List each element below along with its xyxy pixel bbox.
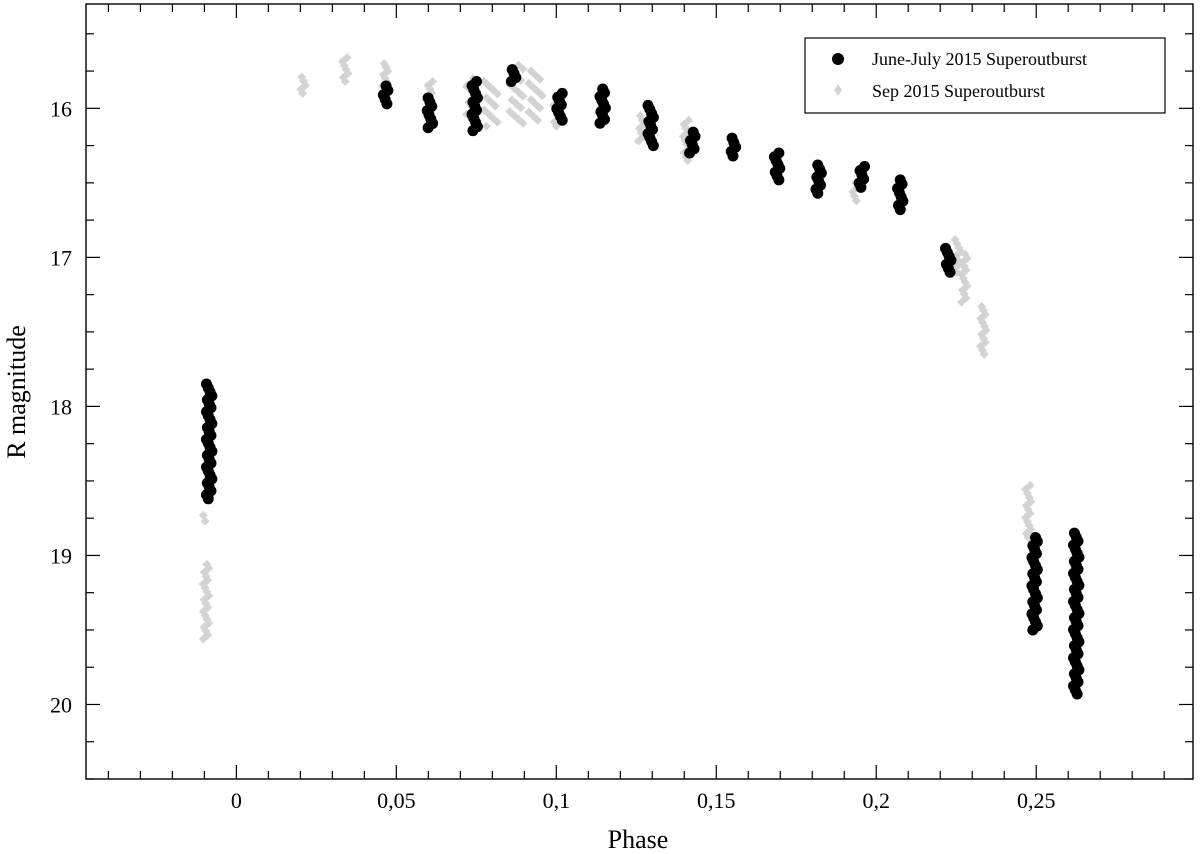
data-point-june-july	[594, 117, 606, 129]
data-cluster-june-july	[853, 160, 871, 193]
legend-marker-june-july	[832, 53, 844, 65]
data-point-june-july	[727, 150, 739, 162]
data-cluster-june-july	[725, 132, 742, 162]
data-point-sep	[200, 516, 210, 526]
data-point-june-july	[1027, 624, 1039, 636]
data-point-sep	[537, 91, 547, 101]
data-point-sep	[518, 91, 528, 101]
data-cluster-june-july	[940, 242, 957, 278]
data-point-sep	[379, 59, 389, 69]
axis-ticks	[86, 4, 1193, 780]
legend-label-june-july: June-July 2015 Superoutburst	[872, 49, 1087, 69]
data-cluster-sep	[524, 66, 547, 125]
data-cluster-sep	[848, 178, 862, 206]
x-tick-label: 0,25	[1017, 788, 1056, 813]
data-point-june-july	[684, 147, 696, 159]
data-point-june-july	[202, 493, 214, 505]
data-point-sep	[518, 64, 528, 74]
x-axis-title: Phase	[608, 825, 669, 854]
data-point-sep	[518, 118, 528, 128]
data-point-sep	[481, 121, 491, 131]
data-cluster-june-july	[768, 147, 786, 186]
data-cluster-sep	[479, 77, 502, 131]
data-point-sep	[516, 103, 526, 113]
data-point-sep	[492, 89, 502, 99]
data-point-june-july	[381, 98, 393, 110]
plot-marks	[198, 53, 1085, 700]
legend-box	[804, 37, 1166, 114]
legend: June-July 2015 Superoutburst Sep 2015 Su…	[804, 37, 1166, 114]
data-cluster-june-july	[421, 92, 439, 134]
data-point-sep	[633, 136, 643, 146]
x-tick-label: 0,05	[377, 788, 416, 813]
x-tick-label: 0	[231, 788, 242, 813]
data-cluster-june-july	[1026, 532, 1043, 636]
data-point-sep	[957, 297, 967, 307]
data-point-sep	[1023, 533, 1033, 543]
data-cluster-june-july	[505, 64, 522, 87]
data-point-june-july	[894, 204, 906, 216]
legend-label-sep: Sep 2015 Superoutburst	[872, 81, 1045, 101]
data-cluster-june-july	[642, 99, 659, 152]
data-point-june-july	[1071, 688, 1083, 700]
legend-marker-sep	[834, 84, 842, 96]
data-point-sep	[198, 634, 208, 644]
y-tick-label: 17	[50, 245, 72, 270]
data-cluster-sep	[337, 53, 353, 86]
data-cluster-sep	[976, 302, 991, 359]
data-cluster-sep	[198, 559, 214, 644]
data-cluster-june-july	[551, 87, 568, 126]
data-cluster-sep	[296, 72, 310, 98]
data-point-june-july	[812, 187, 824, 199]
data-point-june-july	[556, 114, 568, 126]
data-point-june-july	[647, 140, 659, 152]
data-point-sep	[851, 196, 861, 206]
data-point-sep	[979, 349, 989, 359]
tick-labels: 0 0,05 0,1 0,15 0,2 0,25 16 17 18 19 20	[50, 96, 1055, 813]
data-point-sep	[535, 103, 545, 113]
data-cluster-sep	[633, 111, 649, 146]
data-cluster-sep	[198, 510, 210, 526]
data-cluster-sep	[505, 60, 528, 128]
x-tick-label: 0,15	[697, 788, 736, 813]
y-tick-label: 18	[50, 394, 72, 419]
data-cluster-june-july	[1068, 527, 1085, 700]
data-cluster-june-july	[810, 159, 827, 199]
y-axis-title: R magnitude	[2, 325, 31, 459]
y-tick-label: 19	[50, 543, 72, 568]
data-point-sep	[490, 101, 500, 111]
data-cluster-june-july	[892, 174, 909, 216]
data-point-sep	[340, 77, 350, 86]
data-point-june-july	[855, 181, 867, 193]
data-point-sep	[533, 115, 543, 125]
data-cluster-june-july	[684, 126, 701, 159]
y-tick-label: 16	[50, 96, 72, 121]
data-point-june-july	[773, 174, 785, 186]
data-cluster-sep	[1021, 480, 1036, 543]
plot-frame	[85, 3, 1194, 780]
data-point-june-july	[505, 76, 517, 87]
data-point-june-july	[422, 122, 434, 134]
data-cluster-june-july	[594, 83, 611, 129]
data-point-sep	[535, 74, 545, 84]
data-point-sep	[492, 117, 502, 127]
x-tick-label: 0,1	[543, 788, 571, 813]
data-point-sep	[298, 88, 308, 98]
y-tick-label: 20	[50, 692, 72, 717]
data-point-june-july	[944, 266, 956, 278]
data-cluster-june-july	[200, 378, 218, 505]
data-cluster-june-july	[377, 80, 394, 110]
data-cluster-june-july	[466, 76, 483, 137]
data-cluster-sep	[957, 249, 972, 307]
data-point-june-july	[467, 125, 479, 137]
x-tick-label: 0,2	[863, 788, 891, 813]
